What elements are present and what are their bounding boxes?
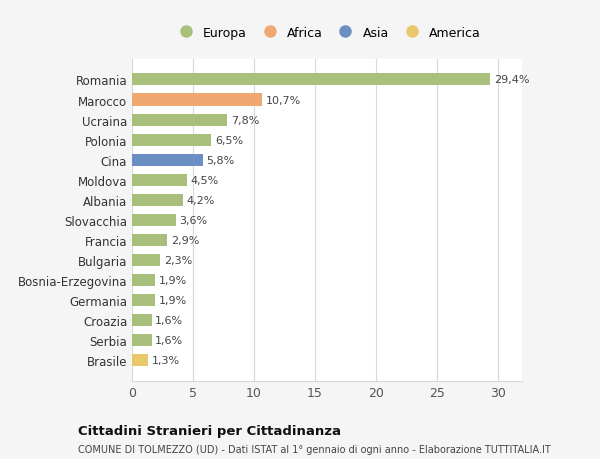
Text: 4,2%: 4,2%	[187, 196, 215, 205]
Text: 29,4%: 29,4%	[494, 75, 529, 85]
Text: 5,8%: 5,8%	[206, 155, 235, 165]
Bar	[132, 235, 167, 246]
Bar	[132, 294, 155, 306]
Bar	[132, 174, 187, 186]
Bar	[132, 254, 160, 266]
Text: 7,8%: 7,8%	[231, 115, 259, 125]
Bar	[132, 94, 262, 106]
Text: 6,5%: 6,5%	[215, 135, 243, 146]
Bar	[132, 354, 148, 366]
Bar	[132, 74, 490, 86]
Text: 1,6%: 1,6%	[155, 336, 183, 345]
Text: 4,5%: 4,5%	[191, 175, 219, 185]
Text: 1,6%: 1,6%	[155, 315, 183, 325]
Bar	[132, 194, 183, 206]
Text: 1,3%: 1,3%	[151, 355, 179, 365]
Bar	[132, 114, 227, 126]
Bar	[132, 274, 155, 286]
Text: 1,9%: 1,9%	[159, 275, 187, 285]
Bar	[132, 214, 176, 226]
Text: COMUNE DI TOLMEZZO (UD) - Dati ISTAT al 1° gennaio di ogni anno - Elaborazione T: COMUNE DI TOLMEZZO (UD) - Dati ISTAT al …	[78, 444, 551, 454]
Text: 10,7%: 10,7%	[266, 95, 301, 105]
Text: Cittadini Stranieri per Cittadinanza: Cittadini Stranieri per Cittadinanza	[78, 424, 341, 437]
Legend: Europa, Africa, Asia, America: Europa, Africa, Asia, America	[170, 24, 484, 42]
Text: 2,9%: 2,9%	[171, 235, 199, 245]
Bar	[132, 334, 151, 347]
Text: 1,9%: 1,9%	[159, 295, 187, 305]
Bar	[132, 134, 211, 146]
Text: 3,6%: 3,6%	[179, 215, 208, 225]
Text: 2,3%: 2,3%	[164, 255, 192, 265]
Bar	[132, 154, 203, 166]
Bar	[132, 314, 151, 326]
